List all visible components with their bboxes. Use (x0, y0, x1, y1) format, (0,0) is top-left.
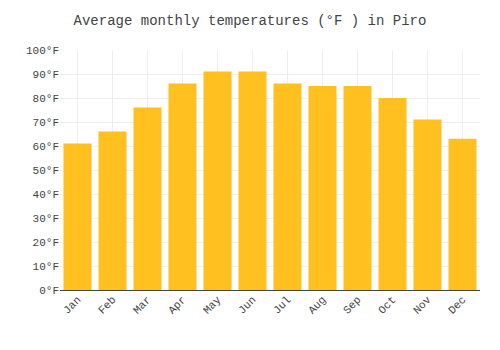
svg-text:40°F: 40°F (33, 189, 59, 201)
svg-text:Aug: Aug (306, 294, 328, 316)
svg-text:100°F: 100°F (26, 45, 59, 57)
svg-text:90°F: 90°F (33, 69, 59, 81)
svg-text:Jan: Jan (61, 294, 83, 316)
svg-text:80°F: 80°F (33, 93, 59, 105)
svg-text:Jun: Jun (236, 294, 258, 316)
svg-text:May: May (201, 294, 224, 317)
svg-text:70°F: 70°F (33, 117, 59, 129)
svg-text:Oct: Oct (376, 294, 398, 316)
svg-text:Average monthly temperatures (: Average monthly temperatures (°F ) in Pi… (74, 13, 427, 29)
svg-text:Dec: Dec (446, 294, 468, 316)
svg-text:60°F: 60°F (33, 141, 59, 153)
svg-text:30°F: 30°F (33, 213, 59, 225)
svg-text:0°F: 0°F (39, 285, 59, 297)
svg-text:Sep: Sep (341, 294, 363, 316)
svg-text:10°F: 10°F (33, 261, 59, 273)
svg-text:Nov: Nov (411, 294, 434, 317)
svg-text:Apr: Apr (166, 294, 188, 316)
svg-text:20°F: 20°F (33, 237, 59, 249)
svg-text:Jul: Jul (271, 294, 293, 316)
svg-text:Feb: Feb (96, 294, 118, 316)
svg-text:50°F: 50°F (33, 165, 59, 177)
svg-text:Mar: Mar (131, 294, 153, 316)
